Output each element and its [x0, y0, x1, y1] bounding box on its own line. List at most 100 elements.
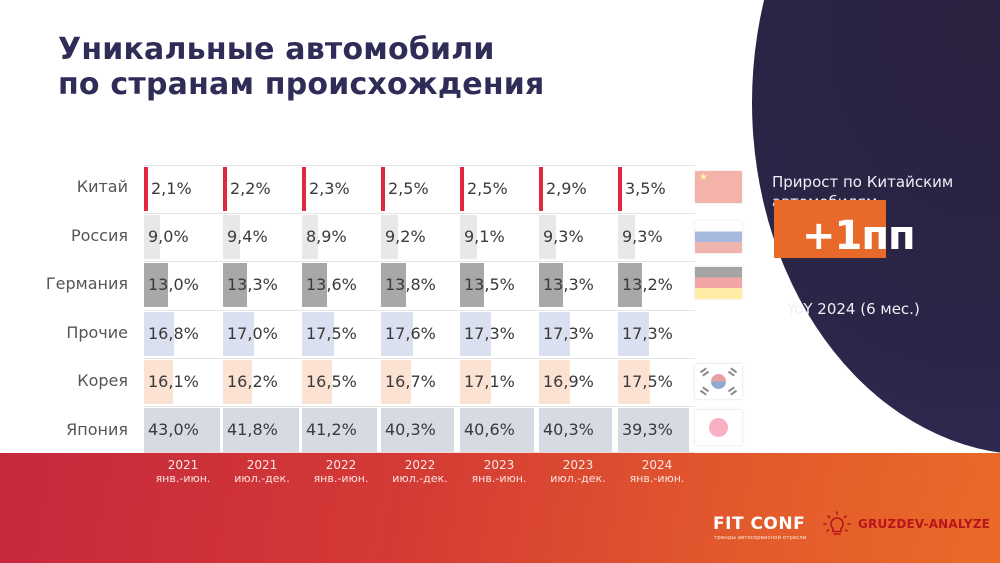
cell-value: 2,5%: [467, 179, 508, 198]
cell-value: 13,2%: [622, 275, 673, 294]
table-cell-korea: 16,1%: [144, 360, 222, 404]
table-cell-china: 2,5%: [460, 167, 538, 211]
period-year: 2021: [246, 458, 278, 472]
value-bar: [539, 215, 556, 259]
table-cell-japan: 39,3%: [618, 408, 696, 452]
value-bar: [381, 408, 454, 452]
period-months: янв.-июн.: [313, 472, 369, 485]
value-bar: [302, 167, 306, 211]
value-bar: [618, 167, 622, 211]
cell-value: 3,5%: [625, 179, 666, 198]
table-cell-china: 2,5%: [381, 167, 459, 211]
period-label: 2023 июл.-дек.: [539, 458, 617, 486]
cell-value: 2,5%: [388, 179, 429, 198]
table-cell-other: 17,6%: [381, 312, 459, 356]
china-flag-icon: ★: [695, 171, 742, 203]
table-cell-china: 2,2%: [223, 167, 301, 211]
row-label-korea: Корея: [77, 371, 128, 390]
value-bar: [539, 408, 612, 452]
value-bar: [302, 215, 318, 259]
table-cell-other: 17,5%: [302, 312, 380, 356]
value-bar: [302, 408, 377, 452]
value-bar: [539, 360, 570, 404]
cell-value: 2,3%: [309, 179, 350, 198]
footer-band: [0, 453, 1000, 563]
value-bar: [223, 167, 227, 211]
title-line-1: Уникальные автомобили: [58, 32, 495, 67]
period-year: 2022: [404, 458, 436, 472]
grid-line: [144, 261, 695, 262]
cell-value: 13,3%: [227, 275, 278, 294]
highlight-note: YoY 2024 (6 мес.): [787, 300, 920, 318]
cell-value: 40,3%: [543, 420, 594, 439]
cell-value: 13,3%: [543, 275, 594, 294]
value-bar: [539, 263, 563, 307]
korea-flag-icon: [695, 364, 742, 399]
table-cell-germany: 13,3%: [539, 263, 617, 307]
cell-value: 17,3%: [543, 324, 594, 343]
cell-value: 17,5%: [306, 324, 357, 343]
table-cell-korea: 17,1%: [460, 360, 538, 404]
value-bar: [618, 360, 650, 404]
value-bar: [381, 263, 406, 307]
table-cell-germany: 13,3%: [223, 263, 301, 307]
cell-value: 13,5%: [464, 275, 515, 294]
title-line-2: по странам происхождения: [58, 67, 545, 102]
fit-conf-logo: FIT CONF: [713, 514, 806, 534]
period-months: янв.-июн.: [471, 472, 527, 485]
period-label: 2021 янв.-июн.: [144, 458, 222, 486]
value-bar: [460, 263, 484, 307]
table-cell-china: 2,1%: [144, 167, 222, 211]
cell-value: 9,2%: [385, 227, 426, 246]
cell-value: 9,4%: [227, 227, 268, 246]
cell-value: 2,1%: [151, 179, 192, 198]
table-cell-other: 16,8%: [144, 312, 222, 356]
cell-value: 17,5%: [622, 372, 673, 391]
grid-line: [144, 213, 695, 214]
highlight-caption-line-1: Прирост по Китайским: [772, 173, 954, 191]
value-bar: [302, 263, 327, 307]
value-bar: [539, 312, 570, 356]
cell-value: 40,6%: [464, 420, 515, 439]
period-months: июл.-дек.: [234, 472, 290, 485]
grid-line: [144, 310, 695, 311]
cell-value: 13,8%: [385, 275, 436, 294]
value-bar: [460, 215, 477, 259]
table-cell-korea: 16,5%: [302, 360, 380, 404]
cell-value: 16,8%: [148, 324, 199, 343]
cell-value: 2,9%: [546, 179, 587, 198]
table-cell-japan: 40,3%: [539, 408, 617, 452]
table-cell-japan: 40,6%: [460, 408, 538, 452]
value-bar: [618, 408, 689, 452]
table-cell-russia: 9,4%: [223, 215, 301, 259]
table-cell-korea: 17,5%: [618, 360, 696, 404]
value-bar: [144, 312, 174, 356]
cell-value: 41,8%: [227, 420, 278, 439]
value-bar: [302, 312, 334, 356]
period-year: 2024: [641, 458, 673, 472]
value-bar: [381, 215, 398, 259]
cell-value: 17,0%: [227, 324, 278, 343]
period-months: июл.-дек.: [392, 472, 448, 485]
period-label: 2023 янв.-июн.: [460, 458, 538, 486]
table-cell-germany: 13,6%: [302, 263, 380, 307]
cell-value: 9,3%: [622, 227, 663, 246]
cell-value: 9,1%: [464, 227, 505, 246]
value-bar: [144, 360, 173, 404]
cell-value: 8,9%: [306, 227, 347, 246]
period-year: 2022: [325, 458, 357, 472]
cell-value: 16,7%: [385, 372, 436, 391]
table-cell-russia: 9,1%: [460, 215, 538, 259]
table-cell-russia: 9,0%: [144, 215, 222, 259]
cell-value: 17,1%: [464, 372, 515, 391]
table-cell-other: 17,3%: [539, 312, 617, 356]
highlight-value: +1пп: [802, 213, 916, 259]
table-cell-japan: 41,8%: [223, 408, 301, 452]
row-label-russia: Россия: [70, 226, 128, 245]
table-cell-other: 17,3%: [460, 312, 538, 356]
cell-value: 16,5%: [306, 372, 357, 391]
table-cell-japan: 43,0%: [144, 408, 222, 452]
value-bar: [144, 215, 160, 259]
table-cell-japan: 40,3%: [381, 408, 459, 452]
cell-value: 9,0%: [148, 227, 189, 246]
